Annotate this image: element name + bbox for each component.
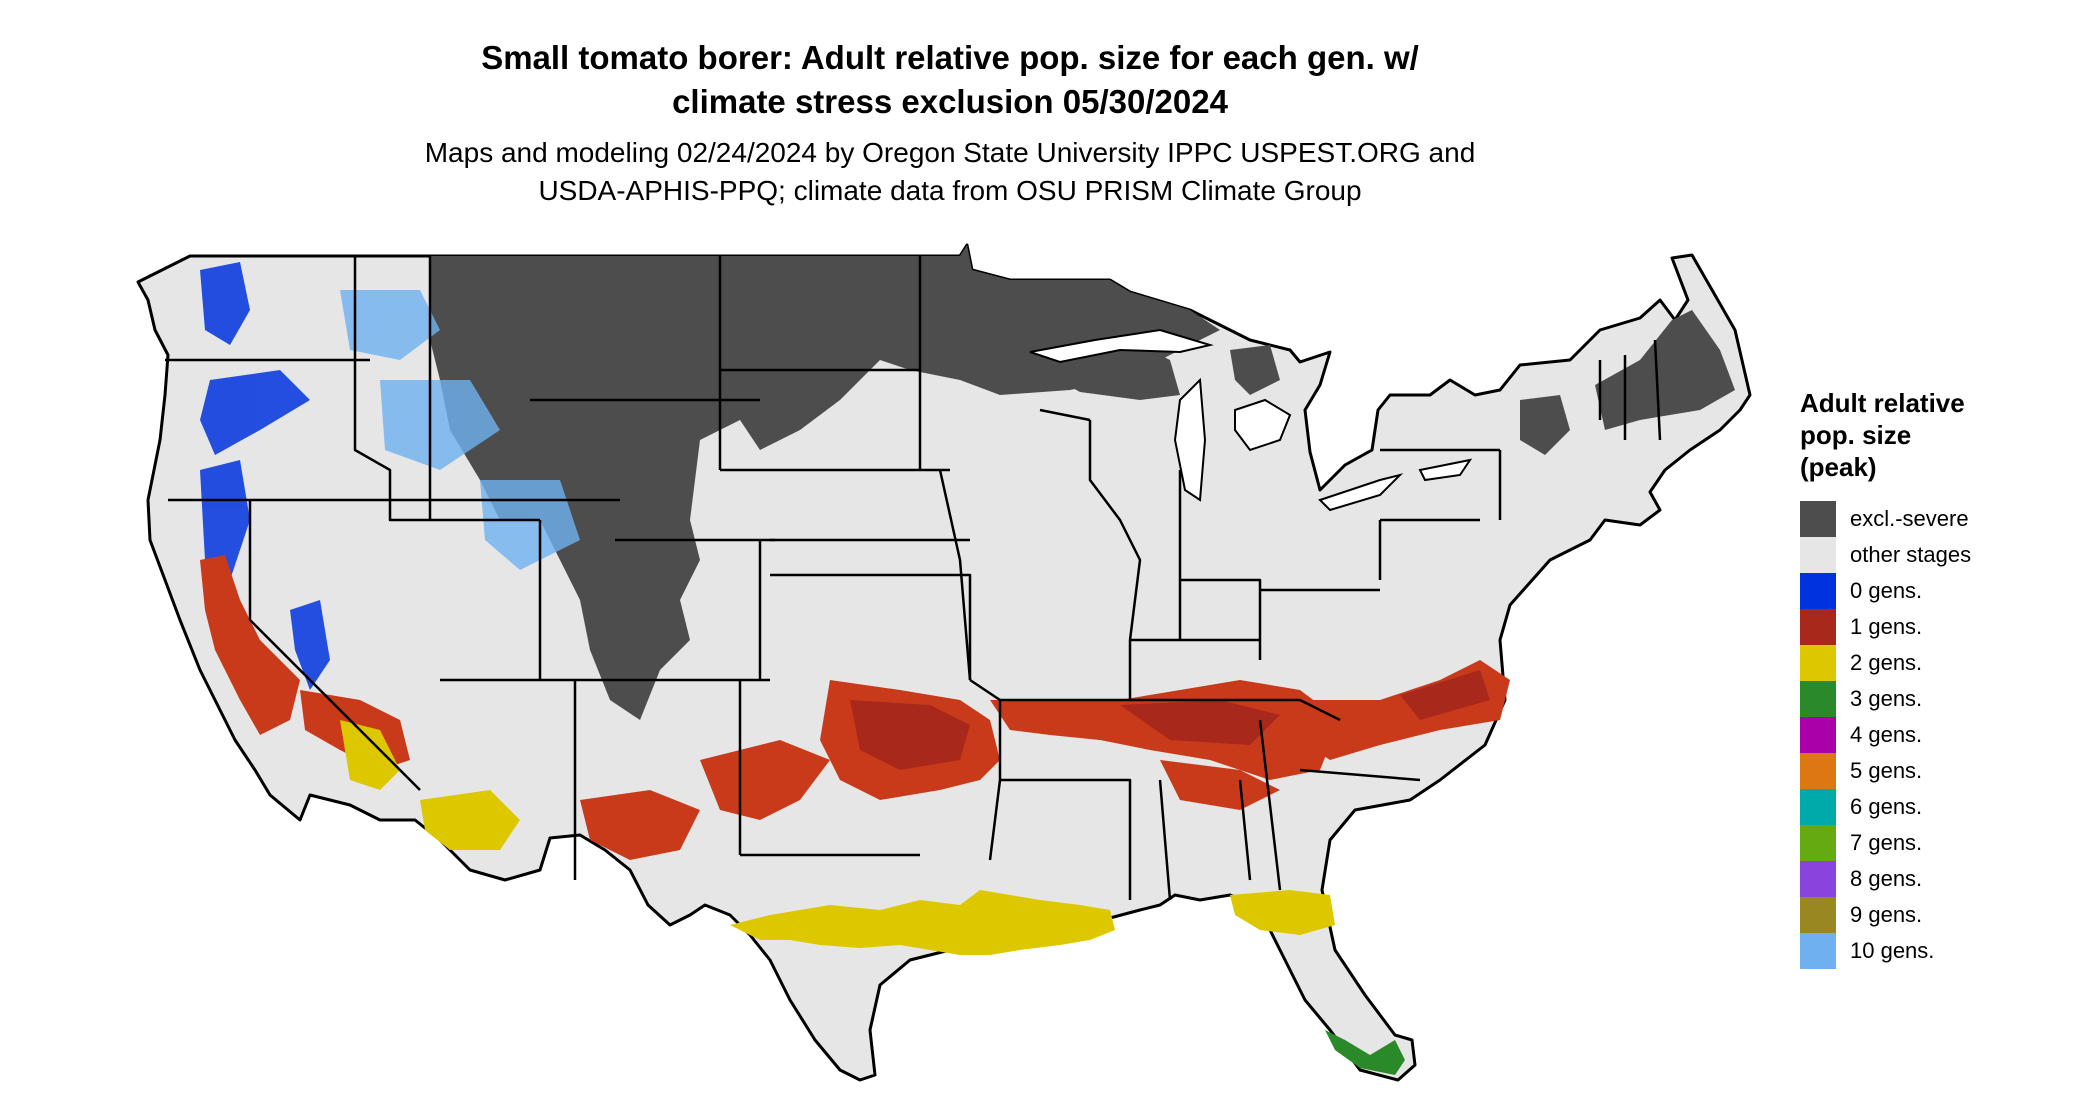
legend-item: other stages: [1800, 537, 1971, 573]
legend-item: 3 gens.: [1800, 681, 1971, 717]
legend-label: 10 gens.: [1850, 938, 1935, 963]
map-title: Small tomato borer: Adult relative pop. …: [481, 39, 1419, 120]
legend-swatch: [1800, 933, 1836, 969]
legend-swatch: [1800, 645, 1836, 681]
legend-swatch: [1800, 753, 1836, 789]
legend-label: 9 gens.: [1850, 902, 1923, 927]
legend-swatch: [1800, 681, 1836, 717]
map-subtitle: Maps and modeling 02/24/2024 by Oregon S…: [424, 137, 1476, 206]
legend-label: 0 gens.: [1850, 578, 1923, 603]
legend: Adult relative pop. size (peak) excl.-se…: [1800, 387, 1971, 969]
legend-swatch: [1800, 573, 1836, 609]
legend-label: 7 gens.: [1850, 830, 1923, 855]
one-gen-dark-layer: [850, 670, 1490, 770]
legend-label: 2 gens.: [1850, 650, 1923, 675]
legend-label: 6 gens.: [1850, 794, 1923, 819]
legend-swatch: [1800, 537, 1836, 573]
legend-item: 7 gens.: [1800, 825, 1971, 861]
legend-item: 9 gens.: [1800, 897, 1971, 933]
zero-gens-layer: [200, 262, 330, 690]
three-gens-layer: [1325, 1030, 1405, 1075]
legend-item: 2 gens.: [1800, 645, 1971, 681]
legend-item: 0 gens.: [1800, 573, 1971, 609]
state-borders: [165, 256, 1662, 901]
legend-swatch: [1800, 609, 1836, 645]
legend-item: 6 gens.: [1800, 789, 1971, 825]
legend-label: 5 gens.: [1850, 758, 1923, 783]
ten-gens-layer: [340, 290, 580, 570]
legend-swatch: [1800, 789, 1836, 825]
legend-item: 5 gens.: [1800, 753, 1971, 789]
legend-swatch: [1800, 501, 1836, 537]
legend-label: 1 gens.: [1850, 614, 1923, 639]
legend-label: excl.-severe: [1850, 506, 1969, 531]
legend-item: 10 gens.: [1800, 933, 1971, 969]
legend-label: 4 gens.: [1850, 722, 1923, 747]
legend-swatch: [1800, 861, 1836, 897]
two-gens-layer: [340, 720, 1335, 955]
excl-severe-layer: [430, 245, 1735, 720]
legend-item: 1 gens.: [1800, 609, 1971, 645]
legend-items: excl.-severe other stages 0 gens. 1 gens…: [1800, 501, 1971, 969]
legend-swatch: [1800, 825, 1836, 861]
great-lakes: [1029, 328, 1473, 512]
legend-item: 4 gens.: [1800, 717, 1971, 753]
legend-label: other stages: [1850, 542, 1972, 567]
legend-label: 3 gens.: [1850, 686, 1923, 711]
legend-label: 8 gens.: [1850, 866, 1923, 891]
legend-item: excl.-severe: [1800, 501, 1971, 537]
legend-swatch: [1800, 717, 1836, 753]
legend-swatch: [1800, 897, 1836, 933]
legend-item: 8 gens.: [1800, 861, 1971, 897]
legend-title: Adult relative pop. size (peak): [1800, 388, 1965, 482]
